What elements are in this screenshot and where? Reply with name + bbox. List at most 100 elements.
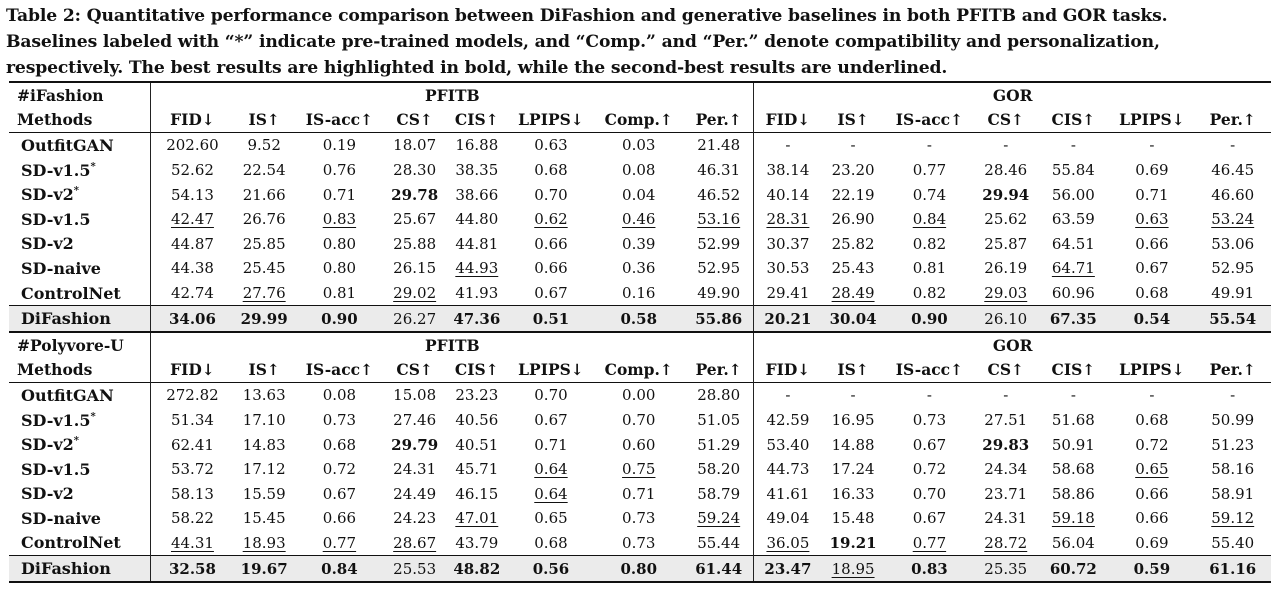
table-cell: 0.82 [885, 232, 974, 257]
table-cell: 22.19 [821, 182, 884, 207]
table-cell: 0.71 [295, 182, 384, 207]
pretrained-mark: * [73, 185, 80, 197]
cell-value: 0.80 [322, 259, 357, 278]
cell-value: 0.67 [912, 509, 947, 528]
table-cell: 40.56 [445, 408, 508, 433]
table-cell: - [753, 382, 822, 408]
table-cell: 45.71 [445, 457, 508, 482]
table-cell: 42.74 [151, 281, 234, 306]
table-cell: 28.30 [384, 158, 445, 183]
table-cell: 27.76 [234, 281, 295, 306]
table-cell: 0.72 [885, 457, 974, 482]
table-cell: 46.31 [684, 157, 755, 183]
table-cell: 0.80 [593, 555, 685, 583]
table-cell: 0.67 [295, 482, 384, 507]
cell-value: 0.56 [532, 559, 570, 578]
cell-value: 0.67 [322, 484, 357, 503]
table-cell: 53.40 [754, 432, 822, 457]
table-cell: - [1109, 132, 1195, 158]
header-row-metrics: Methods FID↓ IS↑ IS-acc↑ CS↑ CIS↑ LPIPS↓ Comp.↑… [9, 107, 1271, 133]
cell-value: 0.66 [322, 509, 357, 528]
method-label: SD-v2 [21, 435, 74, 455]
cell-value: 0.67 [534, 284, 568, 303]
metric-header: IS-acc↑ [895, 110, 964, 130]
table-cell: 51.29 [684, 432, 755, 457]
table-cell: 17.12 [234, 457, 295, 482]
table-cell: 0.63 [508, 132, 594, 158]
cell-value: 44.73 [766, 460, 810, 479]
cell-value: 55.86 [695, 309, 743, 328]
cell-value: 38.66 [455, 185, 499, 204]
method-label: OutfitGAN [21, 135, 114, 155]
table-cell: 29.79 [384, 432, 445, 457]
cell-value: - [1230, 386, 1236, 405]
table-cell: 28.31 [754, 207, 822, 232]
table-cell: 58.16 [1194, 457, 1271, 482]
table-cell: 0.77 [885, 531, 974, 556]
table-cell: 0.76 [295, 158, 384, 183]
cell-value: 16.95 [831, 411, 875, 430]
cell-value: 55.54 [1209, 309, 1257, 328]
metric-header: LPIPS↓ [1119, 110, 1185, 130]
cell-value: 0.04 [622, 185, 656, 204]
cell-value: 29.02 [393, 284, 437, 303]
table-cell: 0.90 [294, 305, 385, 332]
table-cell: 0.80 [295, 256, 384, 281]
cell-value: 0.69 [1135, 161, 1169, 180]
table-cell: 64.71 [1037, 256, 1109, 281]
table-cell: 60.96 [1037, 281, 1109, 306]
cell-value: 29.79 [391, 435, 439, 454]
cell-value: 56.04 [1051, 533, 1095, 552]
table-cell: 40.51 [445, 432, 508, 457]
table-cell: 0.08 [294, 382, 385, 408]
table-cell: 55.40 [1194, 531, 1271, 556]
table-cell: 13.63 [233, 382, 295, 408]
cell-value: 0.59 [1133, 559, 1171, 578]
cell-value: 0.90 [321, 309, 358, 328]
cell-value: 67.35 [1049, 309, 1097, 328]
cell-value: 59.24 [697, 509, 741, 528]
cell-value: 0.73 [322, 411, 357, 430]
cell-value: 13.63 [242, 386, 286, 405]
table-body: #iFashion PFITB GOR Methods FID↓ IS↑ IS-acc↑ CS… [9, 81, 1271, 583]
table-cell: 0.81 [295, 281, 384, 306]
cell-value: 28.80 [697, 386, 741, 405]
cell-value: 0.64 [534, 460, 568, 479]
cell-value: 60.96 [1051, 284, 1095, 303]
table-cell: 0.70 [594, 408, 685, 433]
table-cell: 58.20 [684, 456, 755, 482]
cell-value: 0.77 [912, 533, 947, 552]
cell-value: 24.31 [393, 460, 437, 479]
metric-header: CIS↑ [1051, 360, 1096, 380]
cell-value: 0.08 [322, 386, 357, 405]
table-cell: 58.91 [1194, 482, 1271, 507]
method-name: SD-v2* [9, 432, 152, 457]
table-cell: 0.73 [885, 408, 974, 433]
method-label: ControlNet [21, 533, 121, 553]
table-cell: 48.82 [445, 555, 509, 583]
method-label: SD-v2 [21, 234, 74, 254]
table-row: SD-v1.5* 51.34 17.10 0.73 27.46 40.56 0.67 0.70… [9, 407, 1271, 433]
cell-value: 18.93 [242, 533, 286, 552]
cell-value: 0.84 [912, 210, 947, 229]
cell-value: 27.76 [242, 284, 286, 303]
table-cell: 0.77 [295, 531, 384, 556]
table-cell: 28.72 [974, 531, 1037, 556]
table-cell: 0.63 [1109, 207, 1194, 232]
cell-value: 42.59 [766, 411, 810, 430]
cell-value: 0.90 [911, 309, 948, 328]
table-cell: 25.62 [974, 207, 1037, 232]
table-cell: - [884, 132, 975, 158]
table-cell: 58.68 [1037, 457, 1109, 482]
table-cell: 44.87 [151, 232, 234, 257]
cell-value: 58.16 [1211, 460, 1255, 479]
cell-value: 58.86 [1051, 484, 1095, 503]
cell-value: 42.74 [170, 284, 214, 303]
cell-value: 15.59 [242, 484, 286, 503]
cell-value: 15.45 [242, 509, 286, 528]
table-cell: 29.02 [384, 281, 445, 306]
table-cell: 23.47 [753, 555, 822, 583]
cell-value: 28.46 [984, 161, 1028, 180]
table-cell: 67.35 [1037, 305, 1110, 332]
table-cell: 22.54 [234, 158, 295, 183]
